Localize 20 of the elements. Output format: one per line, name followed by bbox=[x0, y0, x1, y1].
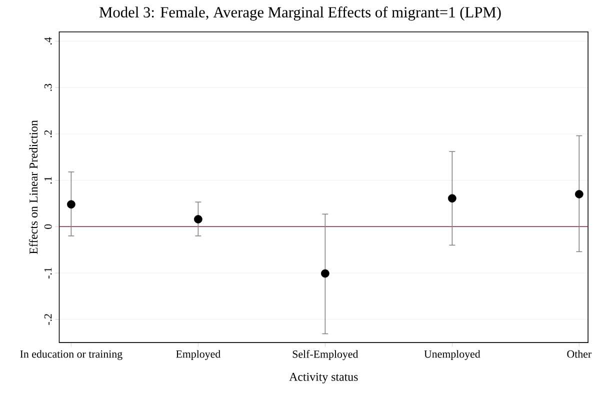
point bbox=[320, 269, 330, 278]
point bbox=[67, 200, 76, 208]
point bbox=[448, 194, 456, 202]
x-axis-title: Activity status bbox=[289, 372, 358, 384]
y-tick-label: -.1 bbox=[44, 268, 52, 278]
x-tick-label: Self-Employed bbox=[292, 350, 358, 360]
y-tick-label: .1 bbox=[44, 176, 52, 184]
y-tick-label: 0 bbox=[44, 224, 52, 229]
y-tick-label: .3 bbox=[44, 84, 52, 91]
x-tick-label: Unemployed bbox=[424, 350, 480, 360]
y-tick-label: .2 bbox=[44, 130, 52, 138]
chart-title: Model 3: Female, Average Marginal Effects of migrant=1 (LPM) bbox=[99, 6, 501, 20]
x-tick-label: Employed bbox=[176, 350, 220, 360]
x-tick-label: In education or training bbox=[20, 350, 122, 360]
y-axis-title: Effects on Linear Prediction bbox=[29, 120, 38, 254]
x-tick-label: Other bbox=[567, 350, 592, 358]
point bbox=[194, 214, 202, 224]
y-tick-label: -.2 bbox=[44, 314, 52, 325]
point bbox=[574, 190, 584, 198]
y-tick-label: .4 bbox=[44, 37, 52, 44]
